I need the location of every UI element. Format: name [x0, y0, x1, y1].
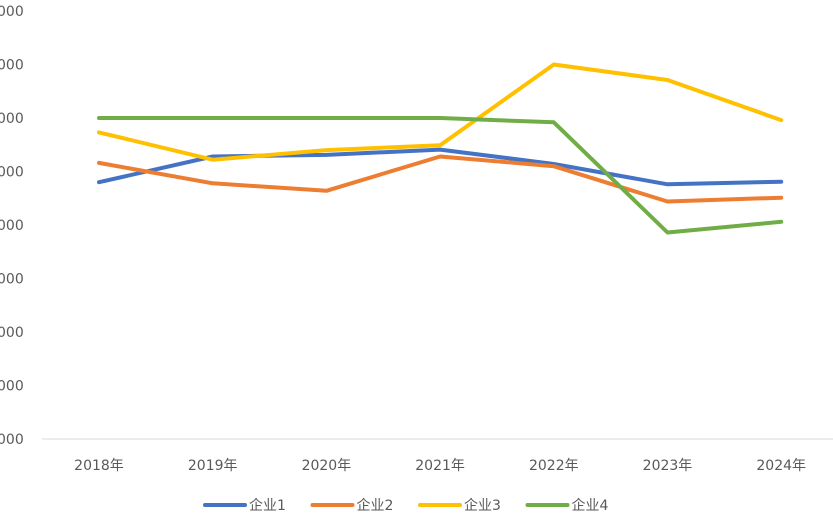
x-tick-label: 2020年: [302, 458, 352, 474]
x-tick-label: 2021年: [415, 458, 465, 474]
y-tick-label: 000: [0, 111, 24, 127]
x-axis-ticks: 2018年 2019年 2020年 2021年 2022年 2023年 2024年: [74, 458, 806, 474]
series-lines: [97, 62, 784, 235]
legend-label: 企业1: [249, 497, 286, 514]
x-tick-label: 2024年: [756, 458, 806, 474]
y-tick-label: 000: [0, 218, 24, 234]
series-line: [97, 62, 784, 162]
y-tick-label: 000: [0, 58, 24, 74]
y-tick-label: 000: [0, 272, 24, 288]
y-axis-ticks: 000 000 000 000 000 000 000 000 000: [0, 4, 24, 448]
series-line: [97, 116, 784, 235]
legend-label: 企业3: [464, 497, 501, 514]
legend-label: 企业4: [572, 497, 609, 514]
series-line: [97, 147, 784, 187]
legend: 企业1 企业2 企业3 企业4: [203, 497, 609, 514]
series-line: [97, 154, 784, 204]
x-tick-label: 2019年: [188, 458, 238, 474]
x-tick-label: 2018年: [74, 458, 124, 474]
y-tick-label: 000: [0, 325, 24, 341]
legend-label: 企业2: [357, 497, 394, 514]
y-tick-label: 000: [0, 4, 24, 20]
y-tick-label: 000: [0, 165, 24, 181]
x-tick-label: 2022年: [529, 458, 579, 474]
y-tick-label: 000: [0, 379, 24, 395]
x-tick-label: 2023年: [643, 458, 693, 474]
y-tick-label: 000: [0, 432, 24, 448]
